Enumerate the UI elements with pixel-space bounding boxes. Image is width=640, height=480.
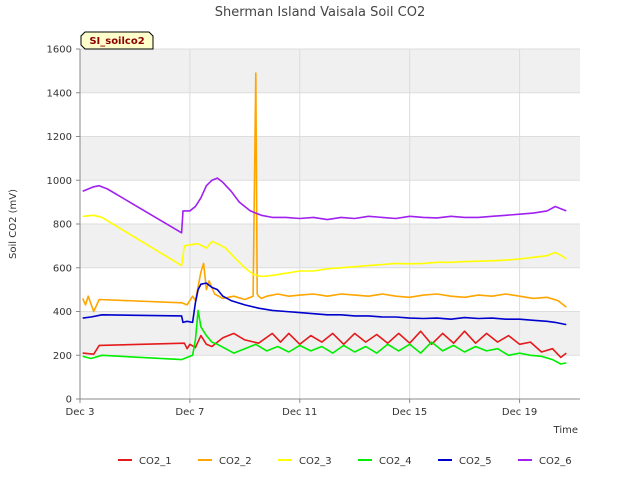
band: [80, 49, 580, 93]
axes: 0 200 400 600 800 1000 1200 1400 1600 Dec 3 Dec 7 D…: [47, 45, 580, 418]
y-tick-label: 1400: [47, 88, 72, 99]
legend-label: CO2_2: [219, 456, 252, 467]
legend-item-co2-3: CO2_3: [278, 456, 332, 467]
legend-label: CO2_1: [139, 456, 172, 467]
x-tick-label: Dec 11: [282, 407, 317, 418]
x-tick-label: Dec 19: [502, 407, 537, 418]
chart-tag: SI_soilco2: [80, 31, 154, 50]
legend-item-co2-6: CO2_6: [518, 456, 572, 467]
legend: CO2_1 CO2_2 CO2_3 CO2_4 CO2_5 CO2_6: [118, 456, 572, 467]
y-tick-label: 600: [53, 263, 72, 274]
y-tick-label: 800: [53, 220, 72, 231]
legend-label: CO2_4: [379, 456, 412, 467]
band: [80, 136, 580, 181]
legend-label: CO2_3: [299, 456, 332, 467]
x-tick-label: Dec 15: [392, 407, 427, 418]
y-tick-label: 200: [53, 351, 72, 362]
legend-item-co2-2: CO2_2: [198, 456, 252, 467]
y-axis-label: Soil CO2 (mV): [8, 189, 19, 259]
series-line-co2-1: [82, 330, 567, 359]
series-line-co2-6: [82, 177, 567, 234]
legend-item-co2-4: CO2_4: [358, 456, 412, 467]
series-line-co2-3: [82, 214, 567, 278]
y-tick-label: 0: [66, 395, 72, 406]
legend-label: CO2_5: [459, 456, 492, 467]
x-axis-label: Time: [553, 425, 578, 436]
series-line-co2-4: [82, 309, 567, 365]
x-tick-label: Dec 7: [175, 407, 204, 418]
series-line-co2-5: [82, 282, 567, 326]
tag-box: [80, 31, 154, 50]
band: [80, 311, 580, 356]
legend-label: CO2_6: [539, 456, 572, 467]
legend-item-co2-5: CO2_5: [438, 456, 492, 467]
y-tick-label: 1600: [47, 45, 72, 56]
y-tick-label: 400: [53, 307, 72, 318]
y-tick-label: 1200: [47, 132, 72, 143]
band: [80, 224, 580, 268]
series-layer: [81, 72, 567, 365]
y-tick-label: 1000: [47, 176, 72, 187]
legend-item-co2-1: CO2_1: [118, 456, 172, 467]
tag-label: SI_soilco2: [89, 36, 144, 47]
x-tick-label: Dec 3: [66, 407, 95, 418]
series-line-co2-2: [81, 72, 567, 313]
chart-title: Sherman Island Vaisala Soil CO2: [215, 5, 425, 20]
